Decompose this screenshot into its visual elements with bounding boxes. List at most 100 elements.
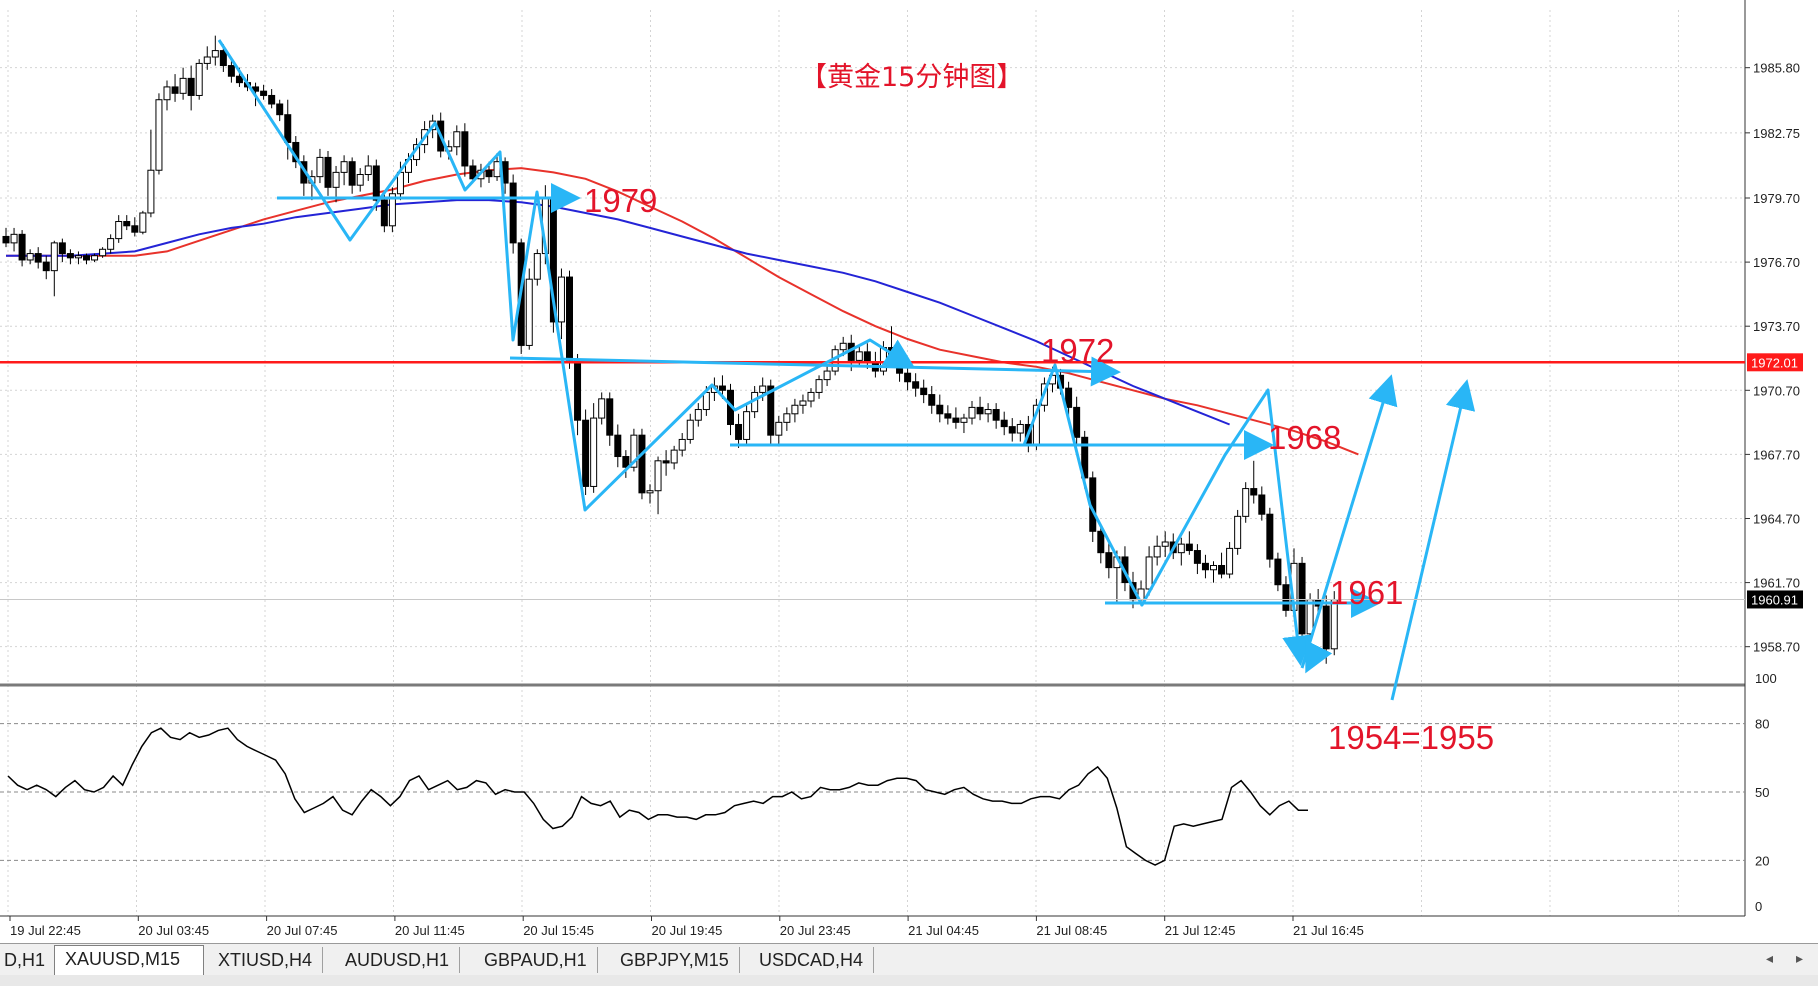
moving-average-lines [6,167,1359,456]
candle-body [66,253,74,259]
candle-body [1105,552,1113,569]
candle-body [155,99,163,171]
candle-body [735,423,743,440]
tab-usdcad-h4[interactable]: USDCAD,H4 [749,947,875,973]
candle-body [960,417,968,423]
candle-body [743,411,751,440]
candle-body [702,391,710,411]
candle-body [863,351,871,364]
chart-title: 【黄金15分钟图】 [800,62,1023,93]
level-label-1979: 1979 [584,182,657,219]
candle-body [582,419,590,487]
candle-body [638,434,646,494]
price-tick-label: 1958.70 [1753,640,1800,655]
candle-body [203,56,211,64]
candle-body [2,235,10,244]
candle-body [1097,530,1105,554]
tab-gbpjpy-m15[interactable]: GBPJPY,M15 [610,947,740,973]
candle-body [992,409,1000,421]
candle-body [566,276,573,361]
candle-body [380,199,388,227]
candle-body [50,242,58,272]
candle-body [509,182,517,244]
price-tick-label: 1961.70 [1753,576,1800,591]
candle-body [952,417,960,423]
candle-body [976,406,984,415]
trend-arrows [217,39,1476,701]
chart-tab-bar: D,H1 XAUUSD,M15 XTIUSD,H4 AUDUSD,H1 GBPA… [0,943,1818,976]
price-tick-label: 1967.70 [1753,447,1800,462]
candle-body [1258,494,1266,515]
candle-body [767,385,775,436]
oscillator-tick-label: 100 [1755,671,1777,686]
candle-body [1306,599,1314,635]
candle-body [276,103,284,116]
tab-gbpaud-h1[interactable]: GBPAUD,H1 [474,947,598,973]
level-label-1972: 1972 [1041,332,1114,369]
candle-body [533,253,541,280]
candle-body [123,221,131,227]
candle-body [83,255,90,261]
time-tick-label: 19 Jul 22:45 [10,923,81,938]
candle-body [219,50,227,67]
candle-body [1282,584,1290,611]
candle-body [904,372,912,383]
candle-body [187,77,195,96]
candle-body [485,169,493,178]
tab-audusd-h1[interactable]: AUDUSD,H1 [335,947,461,973]
oscillator-panel [0,723,1745,866]
candlestick-series [2,35,1338,664]
tab-xauusd-m15[interactable]: XAUUSD,M15 [54,945,204,975]
candle-body [1185,543,1193,552]
candle-body [759,385,767,393]
candle-body [598,398,606,419]
oscillator-tick-label: 50 [1755,785,1769,800]
status-strip [0,975,1818,986]
tab-xtiusd-h4[interactable]: XTIUSD,H4 [208,947,324,973]
candle-body [968,406,976,419]
level-price-marker-label: 1972.01 [1751,355,1798,370]
candle-body [839,342,847,351]
time-tick-label: 21 Jul 16:45 [1293,923,1364,938]
candle-body [147,169,155,214]
candle-body [1161,541,1169,547]
candle-body [574,359,582,421]
candle-body [227,65,235,77]
candle-body [493,161,501,178]
candle-body [1000,419,1008,428]
candle-body [686,419,694,440]
candle-body [348,161,356,186]
candle-body [984,409,992,415]
candle-body [590,417,598,487]
candle-body [58,242,66,255]
candle-body [928,394,936,406]
candle-body [1250,488,1258,496]
tab-d-h1[interactable]: D,H1 [0,947,57,973]
candle-body [453,131,461,148]
price-tick-label: 1979.70 [1753,191,1800,206]
tab-scroll-right-icon[interactable]: ▸ [1796,950,1804,966]
candle-body [944,413,952,419]
trend-arrow [1305,639,1333,674]
candle-body [1274,558,1282,586]
candle-body [646,490,654,494]
candle-body [356,174,364,186]
candle-body [1065,387,1073,408]
candle-body [670,449,678,464]
candle-body [662,460,670,464]
price-tick-label: 1982.75 [1753,126,1800,141]
candle-body [107,238,115,250]
candle-body [26,253,34,261]
oscillator-tick-label: 20 [1755,853,1769,868]
tab-scroll-left-icon[interactable]: ◂ [1766,950,1774,966]
price-tick-label: 1985.80 [1753,61,1800,76]
candle-body [74,255,82,259]
candle-body [1210,564,1217,571]
candle-body [654,460,662,492]
level-price-marker [1747,353,1803,372]
price-tick-label: 1976.70 [1753,255,1800,270]
candle-body [694,409,702,421]
candle-body [1177,543,1185,554]
candle-body [622,456,630,468]
